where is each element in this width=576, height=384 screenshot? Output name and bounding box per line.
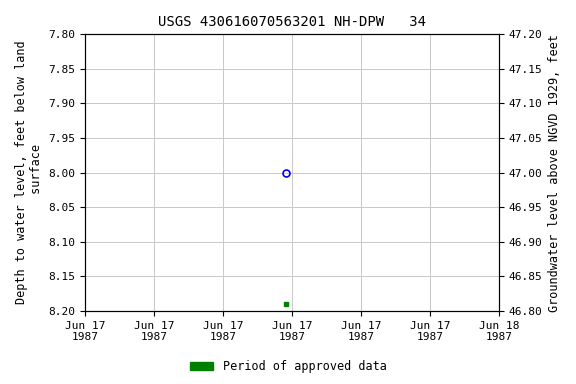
Title: USGS 430616070563201 NH-DPW   34: USGS 430616070563201 NH-DPW 34 xyxy=(158,15,426,29)
Y-axis label: Groundwater level above NGVD 1929, feet: Groundwater level above NGVD 1929, feet xyxy=(548,34,561,311)
Legend: Period of approved data: Period of approved data xyxy=(185,356,391,378)
Y-axis label: Depth to water level, feet below land
 surface: Depth to water level, feet below land su… xyxy=(15,41,43,305)
